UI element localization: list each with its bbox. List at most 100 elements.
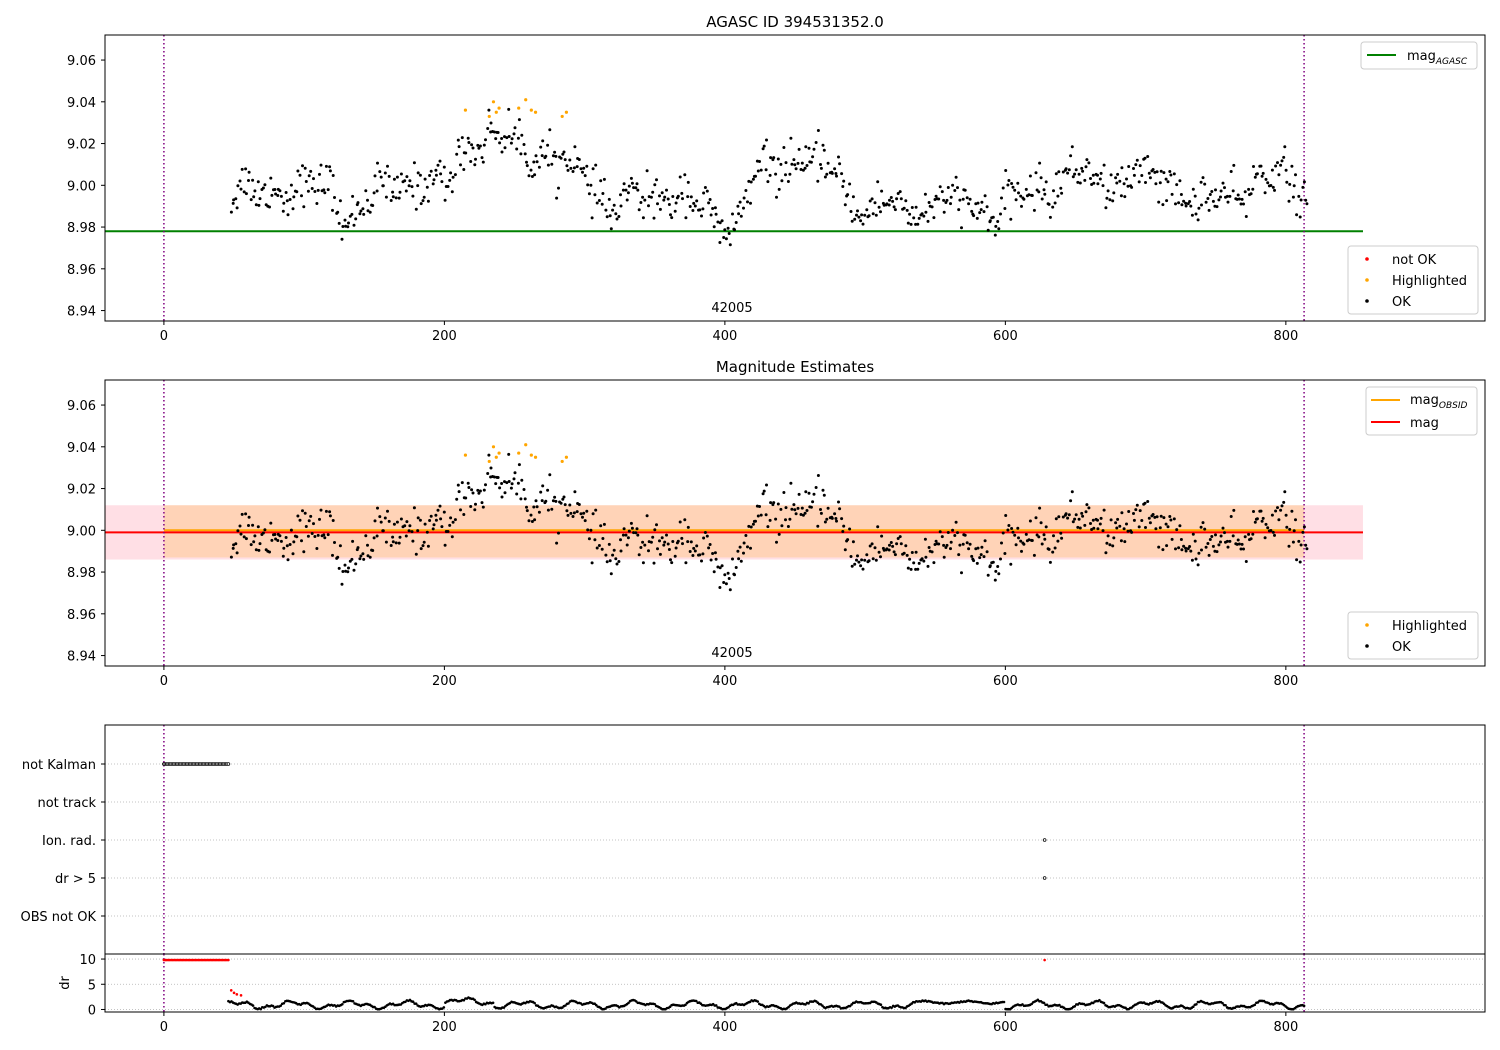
p1-point-ok bbox=[1087, 161, 1091, 165]
p1-point-ok bbox=[1108, 198, 1112, 202]
p2-point-ok bbox=[439, 517, 443, 521]
p1-point-ok bbox=[865, 208, 869, 212]
p2-point-ok bbox=[790, 507, 794, 511]
p1-point-ok bbox=[486, 127, 490, 130]
p1-point-ok bbox=[238, 179, 242, 183]
p1-point-ok bbox=[1059, 186, 1063, 190]
p2-point-ok bbox=[1304, 543, 1308, 547]
p1-point-ok bbox=[232, 198, 236, 202]
p1-point-ok bbox=[856, 209, 859, 213]
p2-point-ok bbox=[1101, 529, 1105, 533]
p2-point-ok bbox=[298, 518, 302, 522]
p1-point-ok bbox=[426, 199, 430, 203]
p2-point-ok bbox=[481, 505, 485, 509]
p1-point-ok bbox=[994, 224, 998, 228]
p2-point-ok bbox=[1132, 512, 1135, 515]
p1-point-ok bbox=[562, 150, 566, 154]
p1-point-ok bbox=[359, 209, 363, 213]
p2-point-ok bbox=[714, 557, 718, 561]
p2-point-ok bbox=[364, 534, 368, 538]
p1-point-ok bbox=[1099, 171, 1103, 175]
p2-point-ok bbox=[1111, 544, 1115, 548]
p1-point-ok bbox=[1161, 203, 1165, 207]
p2-point-ok bbox=[1037, 535, 1041, 539]
p2-point-ok bbox=[1211, 544, 1215, 548]
p2-point-ok bbox=[419, 547, 423, 551]
p1-point-ok bbox=[494, 137, 498, 141]
p1-point-ok bbox=[910, 206, 914, 209]
p2-point-ok bbox=[418, 518, 422, 522]
p2-point-ok bbox=[680, 536, 684, 540]
p2-point-ok bbox=[940, 535, 944, 539]
p1-point-ok bbox=[500, 150, 504, 154]
p2-point-ok bbox=[949, 540, 953, 544]
p1-point-ok bbox=[392, 177, 396, 181]
p2-point-ok bbox=[769, 501, 773, 505]
p2-point-ok bbox=[1020, 549, 1023, 553]
p2-point-ok bbox=[1291, 540, 1295, 544]
p1-y-tick-label-9: 9.00 bbox=[67, 179, 96, 194]
p2-point-ok bbox=[386, 509, 389, 513]
p1-point-ok bbox=[492, 130, 496, 134]
p2-point-ok bbox=[762, 489, 766, 493]
p4-point-ok bbox=[879, 1003, 883, 1007]
p2-point-ok bbox=[482, 488, 486, 492]
p2-point-ok bbox=[362, 557, 366, 561]
p2-point-ok bbox=[1143, 501, 1147, 505]
p2-point-ok bbox=[942, 543, 946, 547]
p2-point-ok bbox=[273, 533, 277, 536]
p2-point-ok bbox=[1219, 540, 1222, 544]
p1-point-ok bbox=[1143, 156, 1147, 160]
p2-point-ok bbox=[1022, 542, 1026, 546]
p2-point-ok bbox=[1135, 503, 1139, 507]
p1-point-ok bbox=[1236, 193, 1240, 197]
p1-point-ok bbox=[1000, 196, 1003, 200]
p1-point-ok bbox=[1022, 197, 1026, 201]
p1-point-ok bbox=[1066, 171, 1070, 175]
p2-point-ok bbox=[967, 547, 971, 551]
p2-point-ok bbox=[1010, 527, 1014, 530]
p1-point-ok bbox=[476, 143, 480, 147]
p2-point-ok bbox=[496, 476, 500, 479]
p2-point-ok bbox=[1001, 531, 1005, 535]
p2-point-ok bbox=[615, 562, 619, 566]
p2-point-ok bbox=[734, 566, 738, 569]
p2-point-ok bbox=[559, 501, 563, 505]
p2-point-ok bbox=[708, 543, 712, 546]
p2-point-ok bbox=[965, 541, 969, 545]
p1-point-ok bbox=[594, 163, 598, 167]
legend-marker-highlighted bbox=[1365, 278, 1369, 282]
p2-point-ok bbox=[1161, 548, 1165, 552]
p2-point-ok bbox=[811, 500, 815, 504]
p1-point-ok bbox=[676, 194, 680, 198]
p1-point-ok bbox=[889, 196, 893, 199]
p1-point-ok bbox=[927, 201, 931, 204]
p1-point-ok bbox=[888, 198, 891, 202]
p2-point-ok bbox=[554, 499, 558, 503]
p1-point-ok bbox=[1178, 179, 1182, 183]
p1-point-ok bbox=[1274, 164, 1278, 168]
p1-point-ok bbox=[1042, 188, 1046, 192]
p2-point-ok bbox=[673, 554, 677, 558]
p2-point-ok bbox=[460, 481, 464, 485]
p2-point-ok bbox=[695, 544, 699, 548]
p1-point-ok bbox=[527, 174, 531, 178]
p3-category-label: Ion. rad. bbox=[42, 834, 96, 849]
p1-point-ok bbox=[942, 198, 946, 202]
p1-point-ok bbox=[434, 173, 438, 177]
p2-point-ok bbox=[619, 538, 622, 542]
p2-point-ok bbox=[572, 511, 576, 515]
p1-point-ok bbox=[1144, 181, 1147, 184]
p3-flag-point bbox=[1042, 876, 1047, 880]
p1-point-ok bbox=[848, 182, 852, 186]
p1-point-ok bbox=[1085, 158, 1089, 162]
p1-point-ok bbox=[1211, 199, 1215, 203]
p2-point-ok bbox=[1116, 517, 1120, 521]
p2-point-ok bbox=[1061, 515, 1065, 519]
p4-point-ok bbox=[1058, 1003, 1061, 1007]
p2-point-ok bbox=[541, 484, 545, 488]
p2-point-ok bbox=[848, 527, 852, 531]
p1-point-ok bbox=[455, 152, 459, 156]
p1-point-ok bbox=[296, 169, 300, 173]
